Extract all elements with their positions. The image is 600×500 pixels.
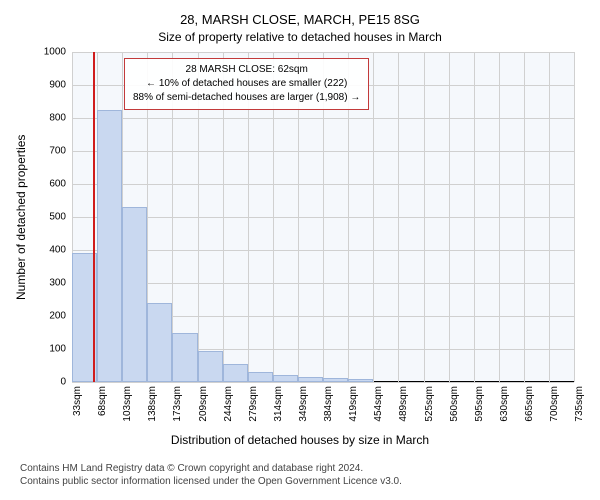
x-tick-label: 525sqm — [424, 386, 435, 422]
x-tick-label: 33sqm — [72, 386, 83, 416]
x-tick-label: 68sqm — [97, 386, 108, 416]
histogram-bar — [97, 110, 122, 382]
x-tick-label: 665sqm — [524, 386, 535, 422]
footnote-line: Contains public sector information licen… — [20, 475, 402, 488]
x-tick-label: 700sqm — [549, 386, 560, 422]
gridline-h — [72, 382, 574, 383]
x-tick-label: 454sqm — [373, 386, 384, 422]
gridline-v — [499, 52, 500, 382]
gridline-v — [449, 52, 450, 382]
property-marker-line — [93, 52, 95, 382]
x-tick-label: 209sqm — [198, 386, 209, 422]
gridline-v — [474, 52, 475, 382]
y-tick-label: 0 — [60, 377, 66, 388]
y-tick-label: 100 — [49, 344, 66, 355]
property-info-box: 28 MARSH CLOSE: 62sqm ← 10% of detached … — [124, 58, 369, 110]
gridline-v — [574, 52, 575, 382]
footnote: Contains HM Land Registry data © Crown c… — [20, 462, 402, 488]
histogram-bar — [198, 351, 223, 382]
info-box-line: 88% of semi-detached houses are larger (… — [133, 91, 360, 105]
chart-subtitle: Size of property relative to detached ho… — [0, 30, 600, 44]
y-tick-label: 300 — [49, 278, 66, 289]
x-tick-label: 103sqm — [122, 386, 133, 422]
y-axis-label: Number of detached properties — [14, 135, 28, 300]
histogram-bar — [248, 372, 273, 382]
y-tick-label: 1000 — [44, 47, 66, 58]
x-tick-label: 595sqm — [474, 386, 485, 422]
x-tick-label: 244sqm — [223, 386, 234, 422]
x-tick-label: 173sqm — [172, 386, 183, 422]
x-tick-label: 279sqm — [248, 386, 259, 422]
histogram-bar — [298, 377, 323, 382]
x-tick-label: 630sqm — [499, 386, 510, 422]
histogram-bar — [172, 333, 198, 383]
info-box-line: 28 MARSH CLOSE: 62sqm — [133, 63, 360, 77]
y-tick-label: 400 — [49, 245, 66, 256]
x-tick-label: 384sqm — [323, 386, 334, 422]
x-tick-label: 138sqm — [147, 386, 158, 422]
gridline-v — [524, 52, 525, 382]
info-box-line: ← 10% of detached houses are smaller (22… — [133, 77, 360, 91]
x-tick-label: 419sqm — [348, 386, 359, 422]
x-tick-label: 489sqm — [398, 386, 409, 422]
x-axis-label: Distribution of detached houses by size … — [0, 433, 600, 447]
y-tick-label: 800 — [49, 113, 66, 124]
gridline-v — [373, 52, 374, 382]
histogram-bar — [323, 378, 348, 382]
histogram-bar — [348, 379, 373, 382]
y-tick-label: 600 — [49, 179, 66, 190]
y-tick-label: 900 — [49, 80, 66, 91]
x-tick-label: 560sqm — [449, 386, 460, 422]
gridline-v — [424, 52, 425, 382]
histogram-bar — [122, 207, 147, 382]
y-tick-label: 500 — [49, 212, 66, 223]
chart-title: 28, MARSH CLOSE, MARCH, PE15 8SG — [0, 12, 600, 27]
histogram-bar — [223, 364, 248, 382]
x-tick-label: 349sqm — [298, 386, 309, 422]
y-tick-label: 700 — [49, 146, 66, 157]
x-tick-label: 314sqm — [273, 386, 284, 422]
x-tick-label: 735sqm — [574, 386, 585, 422]
y-tick-label: 200 — [49, 311, 66, 322]
histogram-bar — [273, 375, 298, 382]
gridline-v — [549, 52, 550, 382]
footnote-line: Contains HM Land Registry data © Crown c… — [20, 462, 402, 475]
histogram-bar — [147, 303, 172, 382]
gridline-v — [398, 52, 399, 382]
